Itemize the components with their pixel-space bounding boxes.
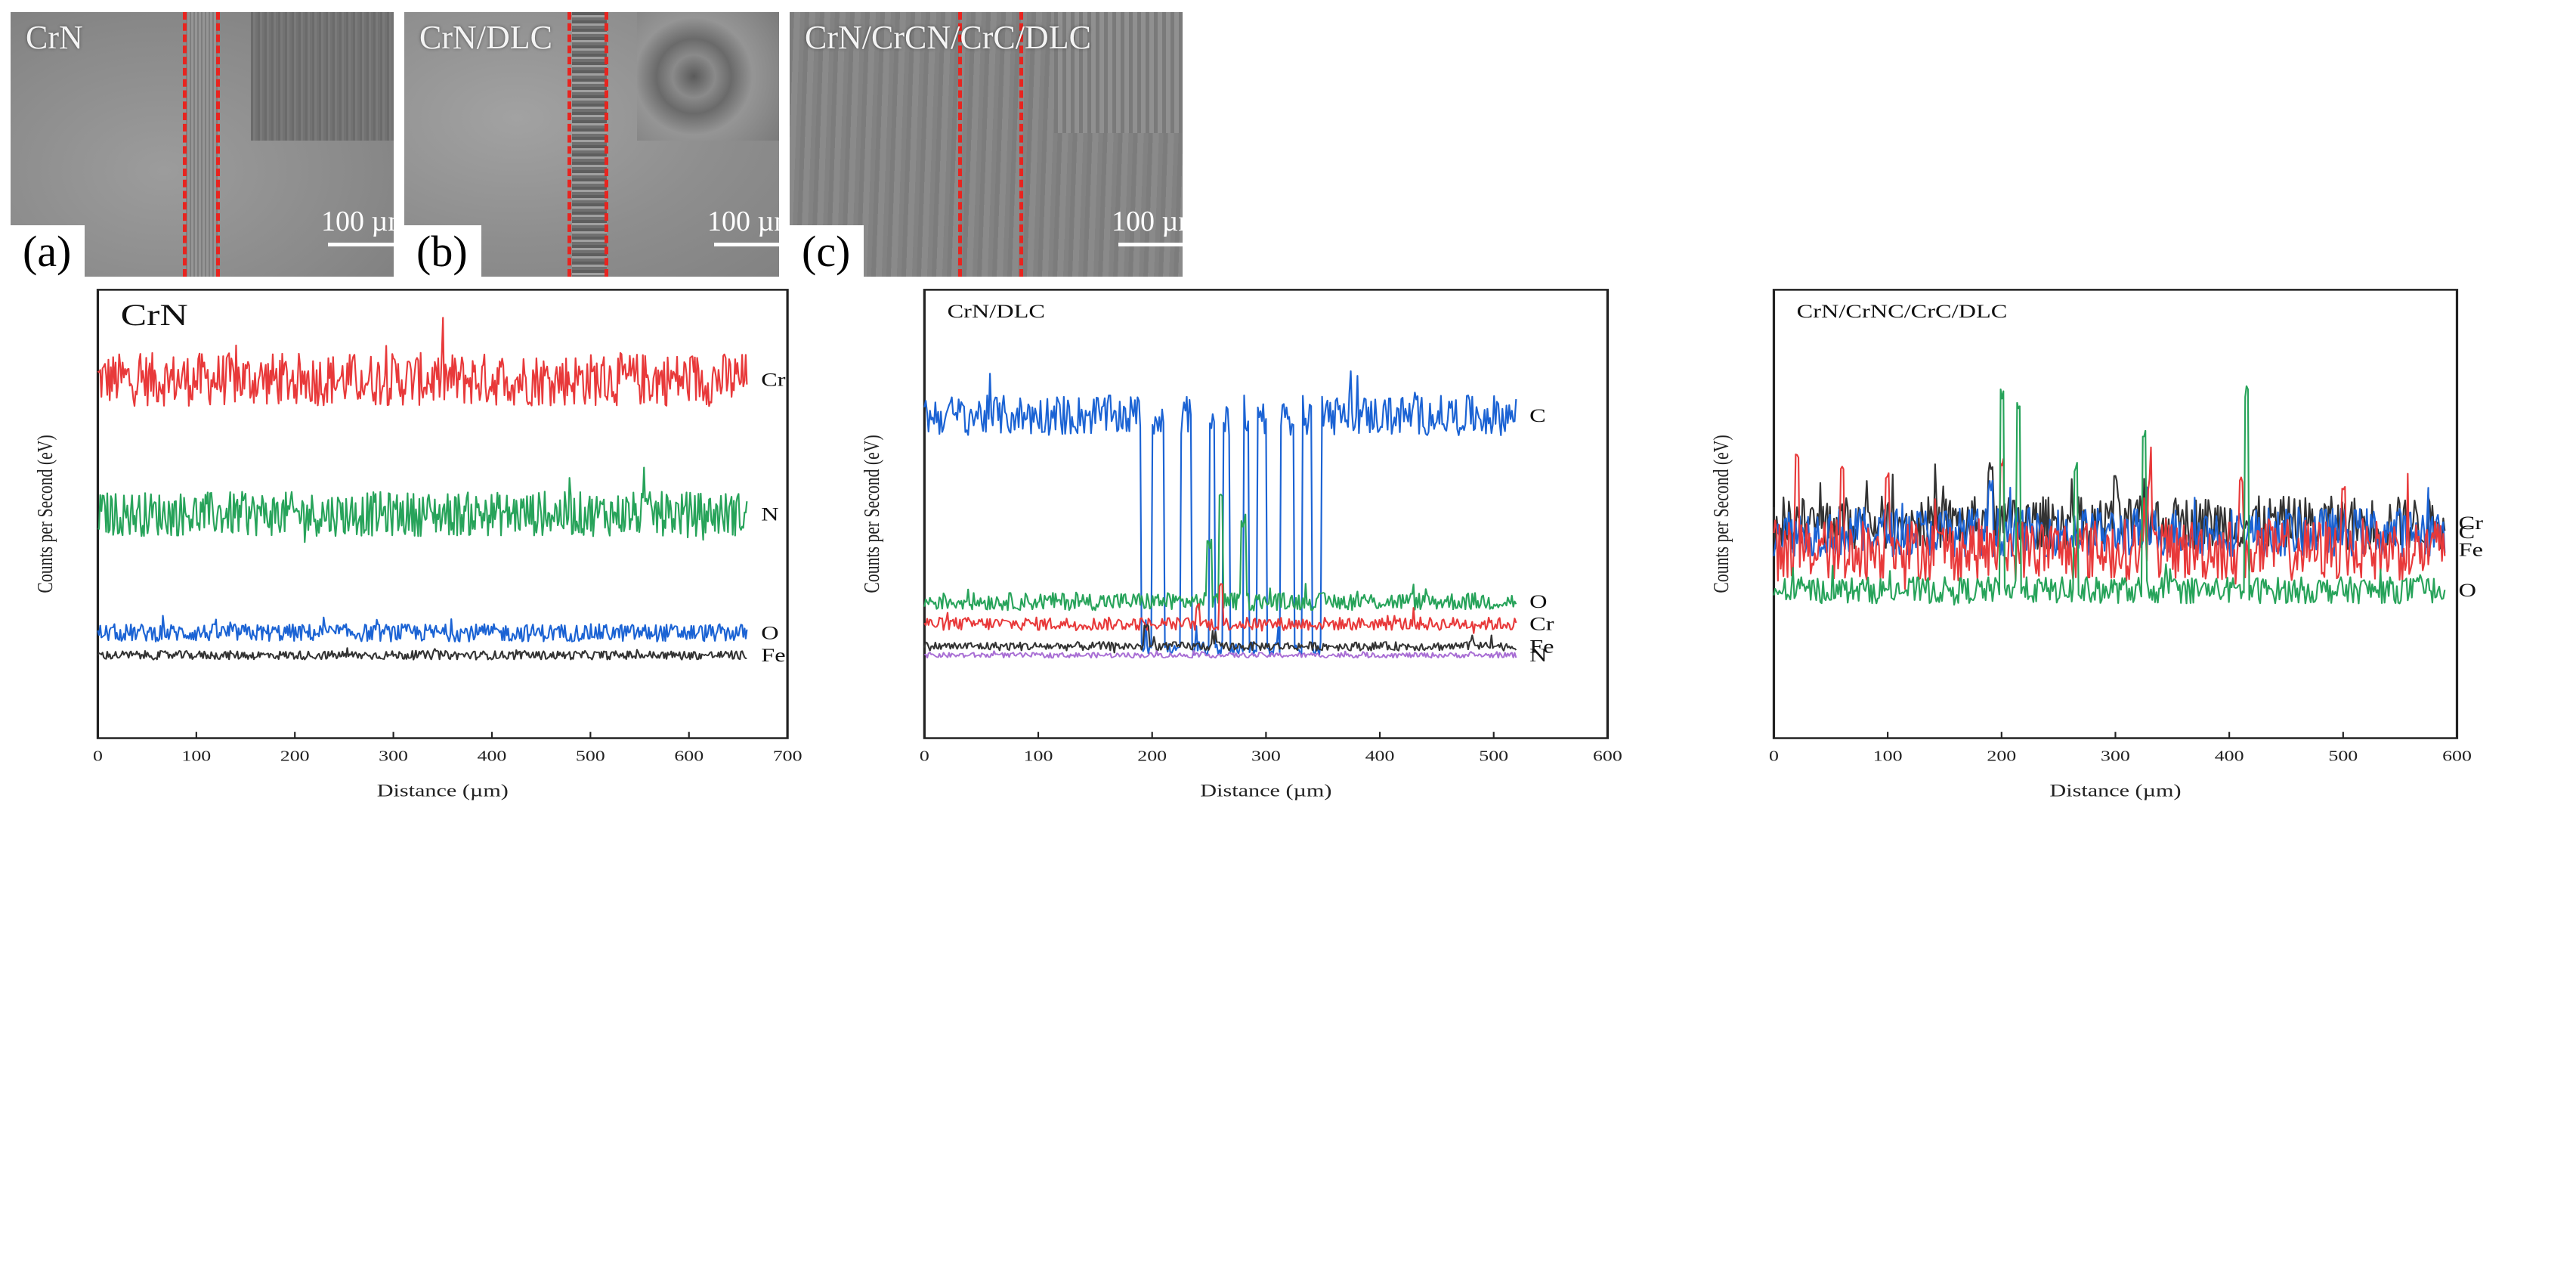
sem-title: CrN/CrCN/CrC/DLC xyxy=(805,19,1091,56)
chart-title: CrN xyxy=(121,299,188,333)
chart-title: CrN/DLC xyxy=(948,301,1045,322)
series-c xyxy=(923,370,1517,656)
series-cr xyxy=(923,583,1517,634)
sem-title: CrN/DLC xyxy=(419,19,552,56)
sem-inset-b xyxy=(637,12,779,141)
sem-image-b: CrN/DLC 100 µm (b) xyxy=(404,12,779,277)
scale-bar: 100 µm xyxy=(695,205,779,246)
x-tick-label: 400 xyxy=(2215,748,2244,765)
x-tick-label: 200 xyxy=(1987,748,2016,765)
x-tick-label: 500 xyxy=(1479,748,1508,765)
series-label: O xyxy=(2459,580,2476,601)
series-label: C xyxy=(2459,522,2475,543)
x-tick-label: 300 xyxy=(379,748,408,765)
track-edge-left xyxy=(958,12,962,277)
sem-title: CrN xyxy=(26,19,83,56)
x-tick-label: 100 xyxy=(1873,748,1903,765)
sem-inset-a xyxy=(251,12,394,141)
x-tick-label: 100 xyxy=(181,748,211,765)
track-edge-left xyxy=(183,12,187,277)
scale-bar: 100 µm xyxy=(309,205,394,246)
x-tick-label: 400 xyxy=(478,748,507,765)
series-label: Cr xyxy=(761,370,786,391)
x-tick-label: 200 xyxy=(1137,748,1167,765)
chart-3: 0 100 200 300 400 500 600 Distance (µm) Counts p… xyxy=(1711,289,2484,800)
y-axis-label: Counts per Second (eV) xyxy=(861,435,883,593)
series-o xyxy=(97,615,748,643)
x-axis-label: Distance (µm) xyxy=(2049,781,2181,800)
x-tick-label: 400 xyxy=(1365,748,1395,765)
x-axis-label: Distance (µm) xyxy=(377,781,509,800)
x-tick-label: 600 xyxy=(674,748,704,765)
scale-bar: 100 µm xyxy=(1099,205,1183,246)
panel-label-a: (a) xyxy=(11,225,85,277)
series-label: Fe xyxy=(2459,540,2483,561)
series-label: C xyxy=(1529,405,1546,426)
x-tick-label: 300 xyxy=(1251,748,1281,765)
series-label: Fe xyxy=(761,646,785,667)
panel-label-b: (b) xyxy=(404,225,481,277)
x-tick-label: 0 xyxy=(93,748,103,765)
series-label: Cr xyxy=(2459,513,2484,534)
series-n xyxy=(923,649,1517,659)
x-tick-label: 500 xyxy=(2328,748,2358,765)
x-axis-label: Distance (µm) xyxy=(1200,781,1331,800)
x-tick-label: 200 xyxy=(280,748,310,765)
series-fe xyxy=(923,624,1517,654)
series-n xyxy=(97,466,748,543)
series-label: Fe xyxy=(1529,636,1554,658)
linescan-plots: 0 100 200 300 400 500 600 700 Distance (µm) Count… xyxy=(35,289,2484,800)
x-tick-label: 0 xyxy=(1769,748,1779,765)
sem-image-a: CrN 100 µm (a) xyxy=(11,12,394,277)
x-tick-label: 700 xyxy=(773,748,802,765)
y-axis-label: Counts per Second (eV) xyxy=(35,435,57,593)
series-label: O xyxy=(761,623,778,644)
series-label: N xyxy=(1529,646,1547,667)
series-cr xyxy=(97,317,748,407)
sem-inset-c xyxy=(1054,12,1183,133)
x-tick-label: 300 xyxy=(2101,748,2130,765)
x-tick-label: 600 xyxy=(2442,748,2472,765)
series-label: N xyxy=(761,504,778,525)
sem-image-c: CrN/CrCN/CrC/DLC 100 µm (c) xyxy=(790,12,1183,277)
chart-title: CrN/CrNC/CrC/DLC xyxy=(1797,301,2008,322)
panel-label-c: (c) xyxy=(790,225,864,277)
series-fe xyxy=(1773,446,2446,590)
track-edge-left xyxy=(567,12,571,277)
chart-2: 0 100 200 300 400 500 600 Distance (µm) Counts p… xyxy=(861,289,1622,800)
track-edge-right xyxy=(1019,12,1023,277)
series-label: Cr xyxy=(1529,614,1554,635)
track-edge-right xyxy=(605,12,608,277)
series-fe xyxy=(97,647,747,661)
series-o xyxy=(1773,385,2446,606)
x-tick-label: 100 xyxy=(1024,748,1053,765)
series-label: O xyxy=(1529,591,1547,612)
x-tick-label: 0 xyxy=(920,748,929,765)
chart-1: 0 100 200 300 400 500 600 700 Distance (µm) Count… xyxy=(35,289,802,800)
series-o xyxy=(923,494,1517,612)
track-edge-right xyxy=(216,12,220,277)
y-axis-label: Counts per Second (eV) xyxy=(1711,435,1733,593)
x-tick-label: 600 xyxy=(1593,748,1622,765)
x-tick-label: 500 xyxy=(576,748,605,765)
